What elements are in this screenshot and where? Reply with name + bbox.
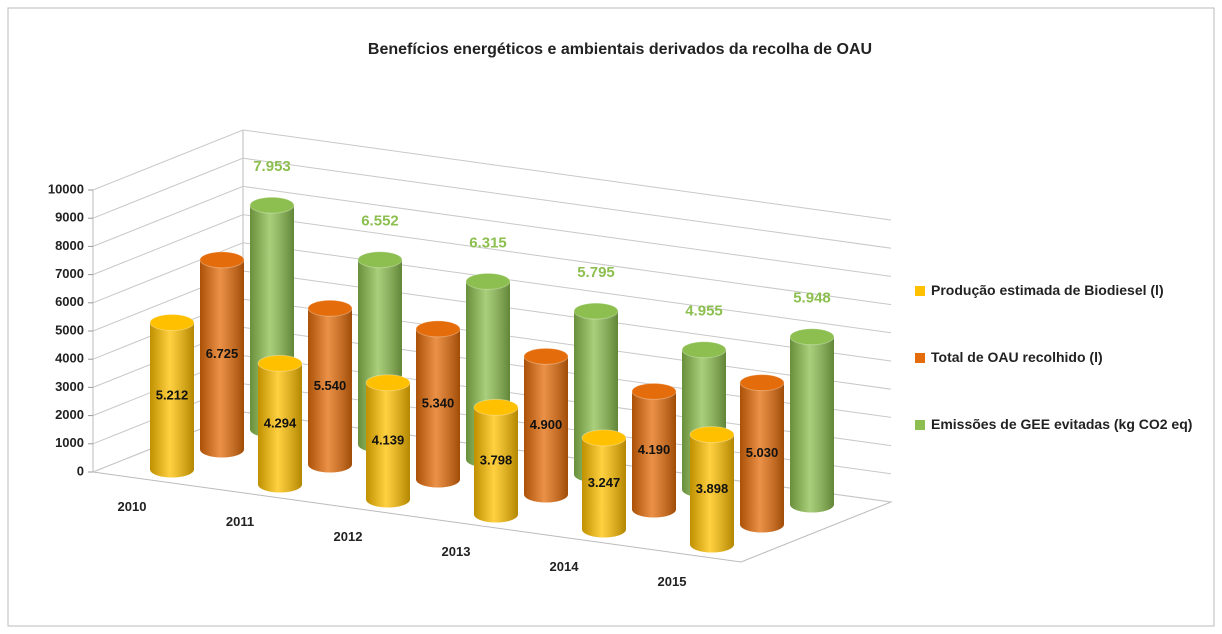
data-label: 5.795	[577, 264, 615, 281]
data-label: 3.798	[480, 452, 513, 467]
grid-line	[92, 185, 892, 277]
grid-line	[92, 242, 892, 334]
x-tick-label: 2014	[550, 559, 580, 574]
x-tick-label: 2010	[118, 499, 147, 514]
y-tick-label: 0	[77, 463, 84, 478]
cylinder-top	[357, 251, 403, 269]
data-label: 4.190	[638, 442, 671, 457]
cylinder-shade	[416, 328, 460, 488]
cylinder-top	[681, 341, 727, 359]
legend-label: Emissões de GEE evitadas (kg CO2 eq)	[931, 416, 1193, 432]
cylinder-top	[739, 374, 785, 392]
data-label: 3.898	[696, 481, 729, 496]
cylinder-shade	[632, 391, 676, 518]
legend-swatch	[915, 353, 925, 363]
cylinder-shade	[582, 437, 626, 538]
cylinder-top	[473, 398, 519, 416]
y-tick-label: 3000	[55, 379, 84, 394]
legend: Produção estimada de Biodiesel (l) Total …	[915, 282, 1215, 483]
cylinder-top	[465, 272, 511, 290]
y-tick-label: 10000	[48, 181, 84, 196]
cylinder-top	[789, 328, 835, 346]
cylinder-shade	[790, 336, 834, 513]
chart-title: Benefícios energéticos e ambientais deri…	[368, 41, 872, 58]
data-label: 6.725	[206, 346, 239, 361]
y-tick-label: 4000	[55, 351, 84, 366]
cylinder-shade	[474, 407, 518, 523]
data-label: 5.540	[314, 378, 347, 393]
cylinder-shade	[258, 363, 302, 493]
legend-label: Total de OAU recolhido (l)	[931, 349, 1103, 365]
cylinder-shade	[524, 356, 568, 503]
cylinder-top	[523, 347, 569, 365]
data-label: 6.552	[361, 213, 399, 230]
cylinder-top	[581, 429, 627, 447]
y-tick-label: 9000	[55, 210, 84, 225]
data-label: 4.900	[530, 417, 563, 432]
data-label: 5.340	[422, 396, 455, 411]
data-label: 4.955	[685, 303, 723, 320]
data-label: 5.948	[793, 290, 831, 307]
data-label: 4.294	[264, 415, 297, 430]
cylinder-shade	[690, 434, 734, 553]
x-tick-label: 2015	[658, 574, 687, 589]
cylinder-top	[365, 374, 411, 392]
legend-label: Produção estimada de Biodiesel (l)	[931, 282, 1164, 298]
x-tick-label: 2011	[226, 514, 254, 529]
cylinder-shade	[308, 308, 352, 473]
data-label: 7.953	[253, 158, 291, 175]
y-tick-label: 5000	[55, 322, 84, 337]
grid-line	[92, 157, 892, 249]
x-tick-label: 2013	[442, 544, 471, 559]
cylinder-top	[307, 299, 353, 317]
cylinder-top	[149, 314, 195, 332]
cylinder-shade	[740, 382, 784, 533]
data-label: 5.212	[156, 387, 189, 402]
legend-item: Produção estimada de Biodiesel (l)	[915, 282, 1215, 349]
grid-line	[92, 129, 892, 221]
y-tick-label: 2000	[55, 407, 84, 422]
y-tick-label: 1000	[55, 435, 84, 450]
legend-swatch	[915, 286, 925, 296]
legend-swatch	[915, 420, 925, 430]
data-label: 5.030	[746, 445, 779, 460]
legend-item: Total de OAU recolhido (l)	[915, 349, 1215, 416]
cylinder-top	[631, 382, 677, 400]
x-tick-label: 2012	[334, 529, 363, 544]
cylinder-top	[573, 302, 619, 320]
legend-item: Emissões de GEE evitadas (kg CO2 eq)	[915, 416, 1215, 483]
cylinder-top	[199, 251, 245, 269]
cylinder-top	[415, 320, 461, 338]
y-tick-label: 8000	[55, 238, 84, 253]
data-label: 4.139	[372, 433, 405, 448]
cylinder-shade	[150, 322, 194, 478]
cylinder-shade	[200, 259, 244, 458]
cylinder-top	[249, 196, 295, 214]
cylinder-top	[689, 426, 735, 444]
data-label: 6.315	[469, 234, 507, 251]
cylinder-shade	[366, 382, 410, 508]
cylinder-top	[257, 354, 303, 372]
y-tick-label: 7000	[55, 266, 84, 281]
data-label: 3.247	[588, 475, 621, 490]
grid-line	[92, 214, 892, 306]
y-tick-label: 6000	[55, 294, 84, 309]
